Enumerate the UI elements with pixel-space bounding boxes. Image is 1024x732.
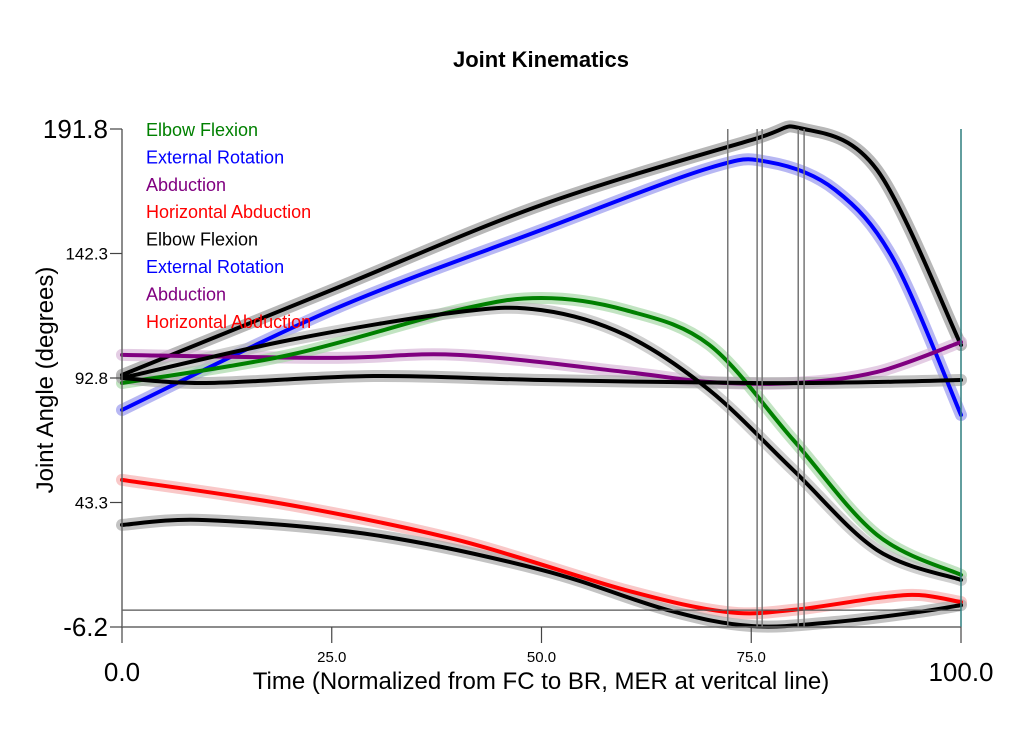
y-tick-label-1: 142.3 bbox=[65, 245, 108, 264]
series-line-5 bbox=[120, 373, 963, 386]
x-tick-label-3: 75.0 bbox=[737, 649, 766, 666]
series-line-2 bbox=[120, 340, 963, 386]
chart-title: Joint Kinematics bbox=[453, 47, 629, 72]
series-line-0 bbox=[120, 124, 963, 377]
x-tick-label-1: 25.0 bbox=[317, 649, 346, 666]
legend-entry-0: Elbow Flexion bbox=[146, 120, 258, 140]
legend-entry-4: Elbow Flexion bbox=[146, 230, 258, 250]
y-axis-label: Joint Angle (degrees) bbox=[32, 267, 59, 494]
y-tick-label-0: 191.8 bbox=[43, 114, 108, 144]
x-tick-label-2: 50.0 bbox=[527, 649, 556, 666]
series-line-6 bbox=[120, 477, 963, 616]
y-tick-label-2: 92.8 bbox=[75, 369, 108, 388]
y-tick-label-4: -6.2 bbox=[63, 612, 108, 642]
axes: 191.8 142.3 92.8 43.3 -6.2 0.0 25.0 50.0 75.0 100… bbox=[43, 114, 994, 687]
legend-entry-1: External Rotation bbox=[146, 147, 284, 167]
legend-entry-3: Horizontal Abduction bbox=[146, 202, 311, 222]
reference-lines bbox=[122, 129, 962, 627]
series-line-3 bbox=[120, 296, 963, 577]
y-tick-label-3: 43.3 bbox=[75, 494, 108, 513]
series-lines bbox=[120, 124, 963, 629]
legend-entry-5: External Rotation bbox=[146, 257, 284, 277]
series-line-4 bbox=[120, 305, 963, 582]
legend-entry-2: Abduction bbox=[146, 175, 226, 195]
series-line-1 bbox=[120, 157, 963, 417]
legend-entry-7: Horizontal Abduction bbox=[146, 312, 311, 332]
x-tick-label-4: 100.0 bbox=[928, 657, 993, 687]
x-axis-label: Time (Normalized from FC to BR, MER at v… bbox=[253, 668, 830, 695]
series-line-7 bbox=[120, 517, 963, 629]
x-tick-label-0: 0.0 bbox=[104, 657, 140, 687]
legend-entry-6: Abduction bbox=[146, 284, 226, 304]
legend: Elbow Flexion External Rotation Abduction H… bbox=[146, 120, 311, 332]
series-band-3 bbox=[116, 292, 967, 581]
